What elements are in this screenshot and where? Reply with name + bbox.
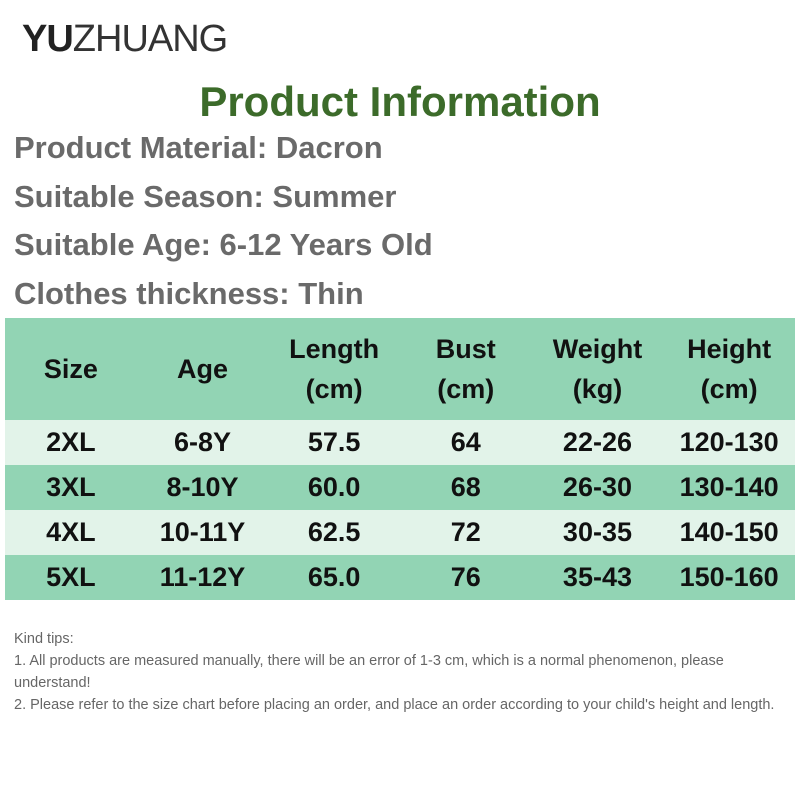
table-cell: 150-160 [663,555,795,600]
table-cell: 2XL [5,420,137,465]
info-line: Product Material: Dacron [14,130,383,165]
table-cell: 140-150 [663,510,795,555]
table-cell: 130-140 [663,465,795,510]
tips-title: Kind tips: [14,631,74,647]
table-cell: 8-10Y [136,465,269,510]
table-cell: 62.5 [268,510,400,555]
table-cell: 60.0 [268,465,400,510]
table-cell: 76 [399,555,532,600]
table-cell: 5XL [5,555,137,600]
table-cell: 22-26 [531,420,664,465]
info-line: Clothes thickness: Thin [14,275,364,311]
header-text: Size [43,354,98,384]
header-cell: Length (cm) [268,318,400,420]
header-text: Bust [435,334,496,364]
table-cell: 6-8Y [136,420,269,465]
table-cell: 64 [399,420,532,465]
header-text: (cm) [700,374,758,404]
header-text: Weight [552,334,643,364]
table-cell: 30-35 [531,510,664,555]
tip-item: 1. All products are measured manually, t… [14,653,724,691]
header-text: Length [289,334,380,364]
table-cell: 35-43 [531,555,664,600]
table-cell: 68 [399,465,532,510]
header-text: (cm) [437,374,495,404]
table-cell: 72 [399,510,532,555]
title: Product Information [199,78,601,125]
header-text: (cm) [305,374,363,404]
header-row: Size Age Length (cm) Bust (cm) Weight (kg) Heigh… [5,318,795,420]
brand-light: ZHUANG [72,18,228,60]
table-cell: 120-130 [663,420,795,465]
table-cell: 4XL [5,510,137,555]
table-row: 2XL 6-8Y 57.5 64 22-26 120-130 [5,420,795,465]
tip-item: 2. Please refer to the size chart before… [14,697,775,713]
table-cell: 10-11Y [136,510,269,555]
table-row: 4XL 10-11Y 62.5 72 30-35 140-150 [5,510,795,555]
table-cell: 57.5 [268,420,400,465]
header-cell: Weight (kg) [531,318,664,420]
table-cell: 11-12Y [136,555,269,600]
tips: Kind tips: 1. All products are measured … [14,628,794,716]
header-text: Height [687,334,772,364]
header-cell: Size [5,318,137,420]
table-cell: 26-30 [531,465,664,510]
size-table: Size Age Length (cm) Bust (cm) Weight (kg) Heigh… [5,318,795,600]
info-list: Product Material: Dacron Suitable Season:… [14,128,433,322]
info-line: Suitable Age: 6-12 Years Old [14,227,433,262]
header-text: Age [176,354,228,384]
brand: YUZHUANG [22,18,228,61]
brand-bold: YU [22,18,74,60]
table-cell: 65.0 [268,555,400,600]
header-text: (kg) [572,374,623,404]
table-cell: 3XL [5,465,137,510]
header-cell: Bust (cm) [399,318,532,420]
header-cell: Height (cm) [663,318,795,420]
table-row: 3XL 8-10Y 60.0 68 26-30 130-140 [5,465,795,510]
header-cell: Age [136,318,269,420]
table-row: 5XL 11-12Y 65.0 76 35-43 150-160 [5,555,795,600]
info-line: Suitable Season: Summer [14,178,397,214]
